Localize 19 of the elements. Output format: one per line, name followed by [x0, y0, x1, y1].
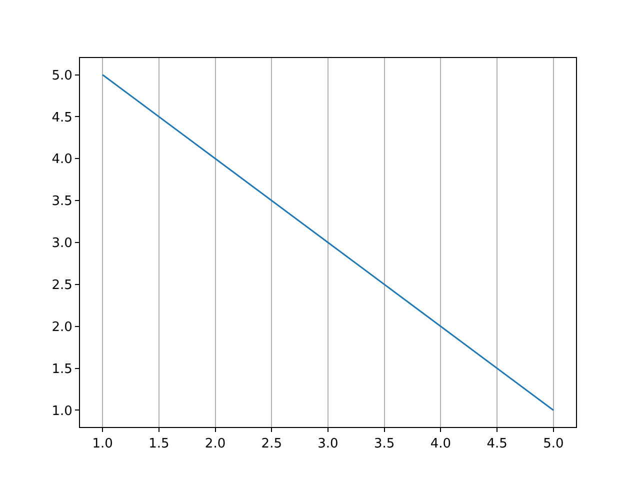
y-tick-label: 4.5 — [52, 110, 72, 126]
y-tick-label: 4.0 — [52, 152, 72, 168]
y-tick-label: 1.5 — [52, 362, 72, 377]
y-tick-label: 3.0 — [52, 236, 72, 252]
y-tick-label: 2.0 — [52, 320, 72, 335]
x-tick-label: 2.0 — [204, 436, 226, 452]
y-tick-label: 5.0 — [52, 68, 72, 84]
x-tick-label: 5.0 — [543, 436, 564, 452]
x-tick-label: 3.5 — [374, 436, 395, 452]
x-tick-label: 2.5 — [261, 436, 282, 452]
x-tick-label: 1.5 — [148, 436, 170, 452]
x-tick-label: 4.0 — [430, 436, 452, 452]
x-tick-label: 1.0 — [92, 436, 113, 452]
y-tick-label: 3.5 — [52, 194, 72, 210]
y-tick-label: 2.5 — [52, 278, 72, 293]
x-tick-label: 4.5 — [486, 436, 508, 452]
line-series — [102, 74, 554, 411]
y-tick-label: 1.0 — [52, 404, 72, 419]
x-tick-label: 3.0 — [318, 436, 338, 452]
